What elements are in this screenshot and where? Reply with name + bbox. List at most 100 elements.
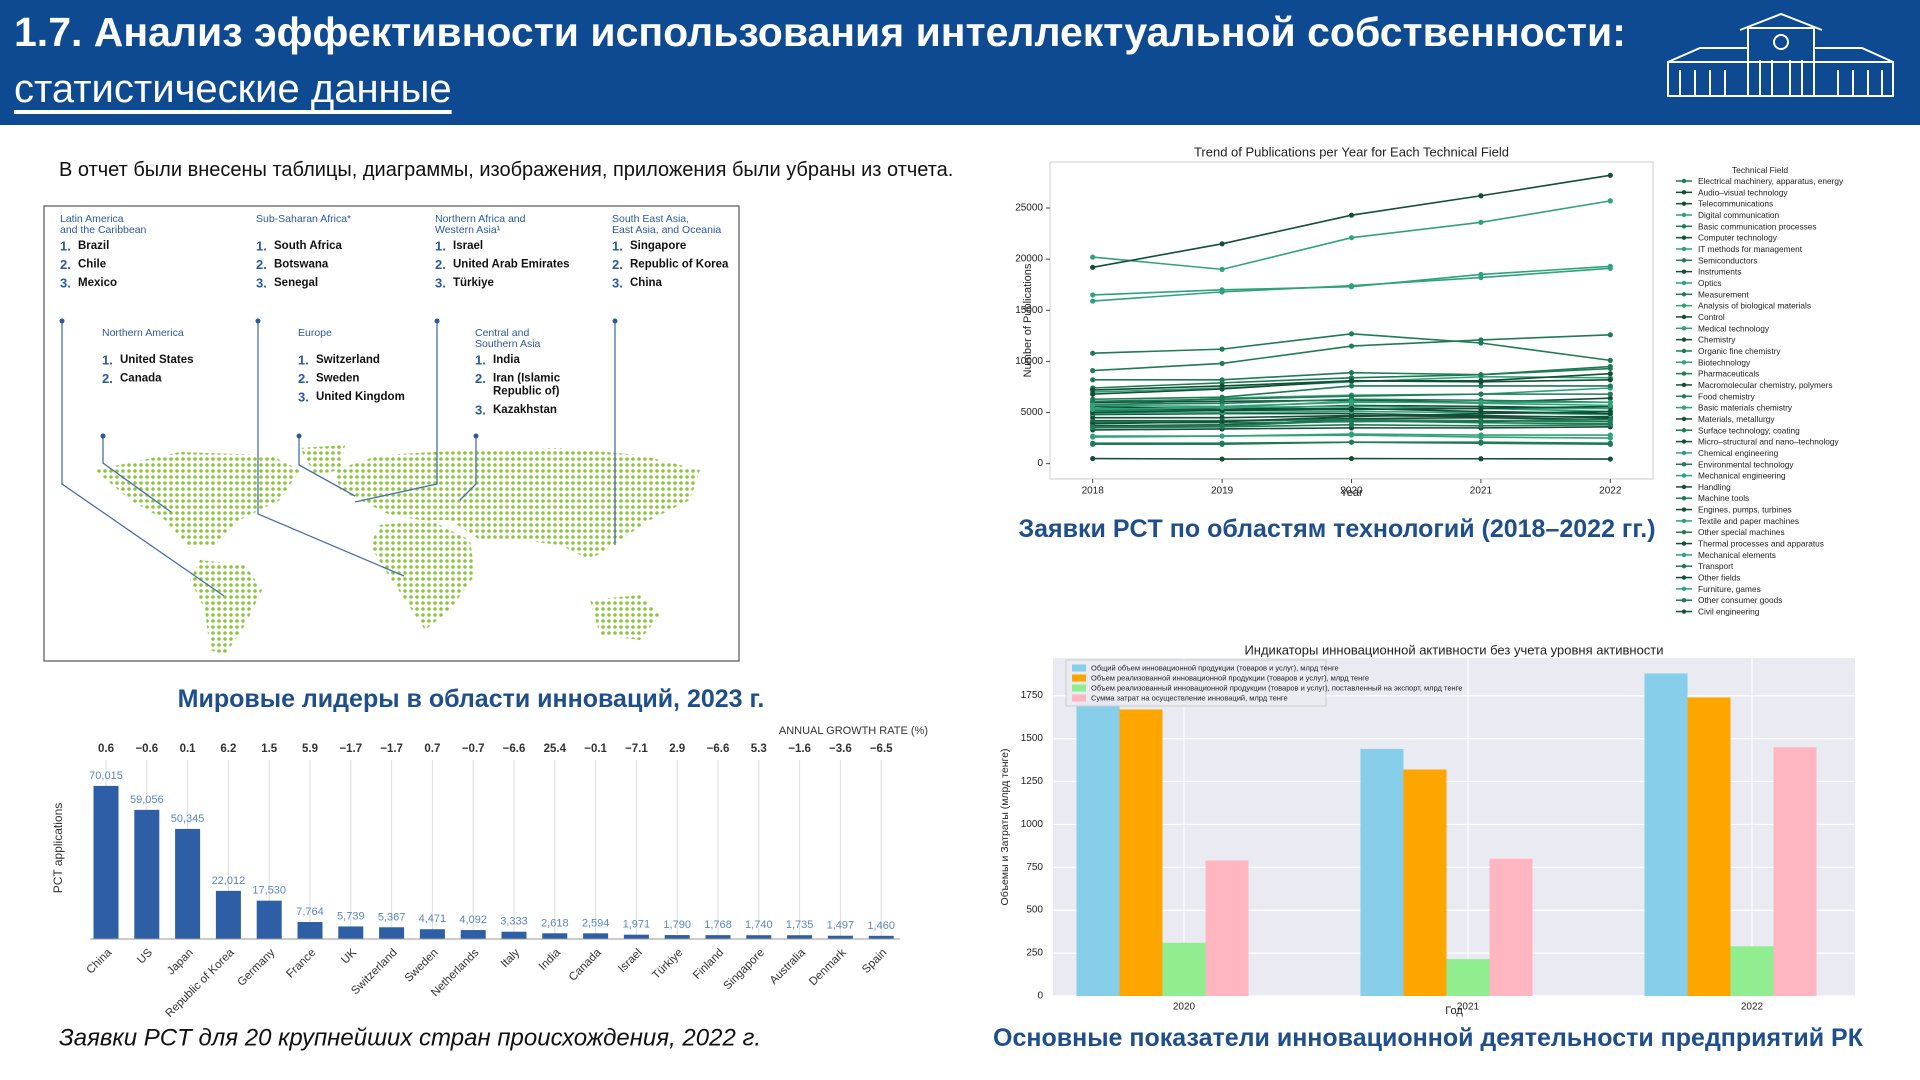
bar xyxy=(1773,747,1817,996)
x-tick-label: Finland xyxy=(691,947,726,982)
point xyxy=(1607,456,1613,462)
bar xyxy=(460,930,486,939)
value-label: 5,739 xyxy=(337,910,365,922)
legend-marker xyxy=(1681,178,1687,184)
legend-swatch xyxy=(1072,694,1086,702)
legend-label: Pharmaceuticals xyxy=(1698,369,1759,379)
value-label: 70,015 xyxy=(89,770,123,782)
bar xyxy=(1360,748,1404,996)
y-axis-label: Объемы и Затраты (млрд тенге) xyxy=(999,749,1011,906)
point xyxy=(1348,331,1355,337)
growth-rate: 6.2 xyxy=(220,743,236,755)
y-tick-label: 250 xyxy=(1026,948,1043,959)
legend-marker xyxy=(1681,462,1687,467)
legend-marker xyxy=(1681,552,1687,558)
region-title: Central and xyxy=(475,327,529,339)
legend-label: Civil engineering xyxy=(1698,607,1760,617)
point xyxy=(1348,284,1355,290)
x-tick-label: 2018 xyxy=(1082,486,1105,497)
point xyxy=(1348,418,1355,424)
rank: 1. xyxy=(256,239,267,254)
x-tick-label: Türkiye xyxy=(650,947,685,982)
value-label: 4,471 xyxy=(419,913,447,925)
growth-rate: −7.1 xyxy=(625,743,648,755)
legend-marker xyxy=(1681,246,1687,252)
intro-text: В отчет были внесены таблицы, диаграммы,… xyxy=(59,159,953,181)
chart-title: Индикаторы инновационной активности без … xyxy=(1244,643,1663,658)
point xyxy=(1219,386,1225,392)
point xyxy=(1607,332,1613,338)
value-label: 1,497 xyxy=(827,920,855,932)
legend-label: Biotechnology xyxy=(1698,357,1751,367)
point xyxy=(1219,419,1225,425)
legend-label: Other special machines xyxy=(1698,527,1785,537)
bar xyxy=(1730,946,1774,996)
rank: 1. xyxy=(435,239,446,254)
legend-marker xyxy=(1681,224,1687,229)
point xyxy=(1607,441,1613,447)
legend-label: Basic communication processes xyxy=(1698,221,1817,231)
leader-name: United States xyxy=(120,354,194,366)
value-label: 17,530 xyxy=(252,885,286,897)
value-label: 59,056 xyxy=(130,794,164,806)
point xyxy=(1607,172,1613,178)
rank: 2. xyxy=(298,371,309,386)
value-label: 7,764 xyxy=(296,906,324,918)
growth-rate: 0.1 xyxy=(180,743,197,755)
legend-marker xyxy=(1681,586,1687,592)
leader-name: United Kingdom xyxy=(316,391,405,403)
point xyxy=(1607,371,1613,377)
bar xyxy=(1489,858,1533,996)
value-label: 1,460 xyxy=(867,920,895,932)
legend-label: Computer technology xyxy=(1698,233,1778,243)
point xyxy=(1090,264,1096,270)
point xyxy=(1607,198,1613,204)
legend-label: Общий объем инновационной продукции (тов… xyxy=(1091,664,1339,673)
region-title: Northern America xyxy=(102,327,184,339)
point xyxy=(1478,193,1484,199)
bar xyxy=(1119,709,1163,996)
legend-marker xyxy=(1681,382,1687,388)
point xyxy=(1478,219,1484,225)
legend-label: Measurement xyxy=(1698,289,1749,299)
bar xyxy=(705,935,731,939)
legend-label: Materials, metallurgy xyxy=(1698,414,1775,424)
rank: 1. xyxy=(60,239,71,254)
legend-marker xyxy=(1681,292,1687,297)
point xyxy=(1478,378,1484,384)
point xyxy=(1348,439,1355,445)
bar xyxy=(827,935,853,939)
x-axis-label: Год xyxy=(1445,1005,1463,1017)
point xyxy=(1090,387,1096,393)
bar xyxy=(746,935,772,939)
rank: 2. xyxy=(475,371,486,386)
growth-rate: −6.6 xyxy=(503,743,526,755)
legend-label: Chemistry xyxy=(1698,335,1736,345)
legend-label: Other fields xyxy=(1698,573,1740,583)
point xyxy=(1607,365,1613,372)
series-line xyxy=(1092,265,1611,296)
point xyxy=(1219,423,1225,429)
point xyxy=(1348,235,1355,241)
y-tick-label: 1750 xyxy=(1021,690,1044,701)
rank: 2. xyxy=(435,257,446,272)
point xyxy=(1090,424,1096,430)
rank: 2. xyxy=(256,257,267,272)
bar xyxy=(1162,942,1206,996)
point xyxy=(1348,212,1355,218)
point xyxy=(1219,266,1225,272)
x-tick-label: Denmark xyxy=(807,947,849,989)
x-tick-label: India xyxy=(537,946,564,973)
point xyxy=(1348,414,1355,420)
bar xyxy=(1076,700,1120,996)
y-tick-label: 5000 xyxy=(1021,407,1044,418)
growth-rate: −0.6 xyxy=(135,743,158,755)
point xyxy=(1090,298,1096,304)
point xyxy=(1348,383,1355,389)
legend-marker xyxy=(1681,416,1687,422)
growth-rate: −0.1 xyxy=(584,743,607,755)
point xyxy=(1607,402,1613,408)
leader-name: Canada xyxy=(120,373,162,385)
legend-marker xyxy=(1681,609,1687,614)
point xyxy=(1607,417,1613,423)
